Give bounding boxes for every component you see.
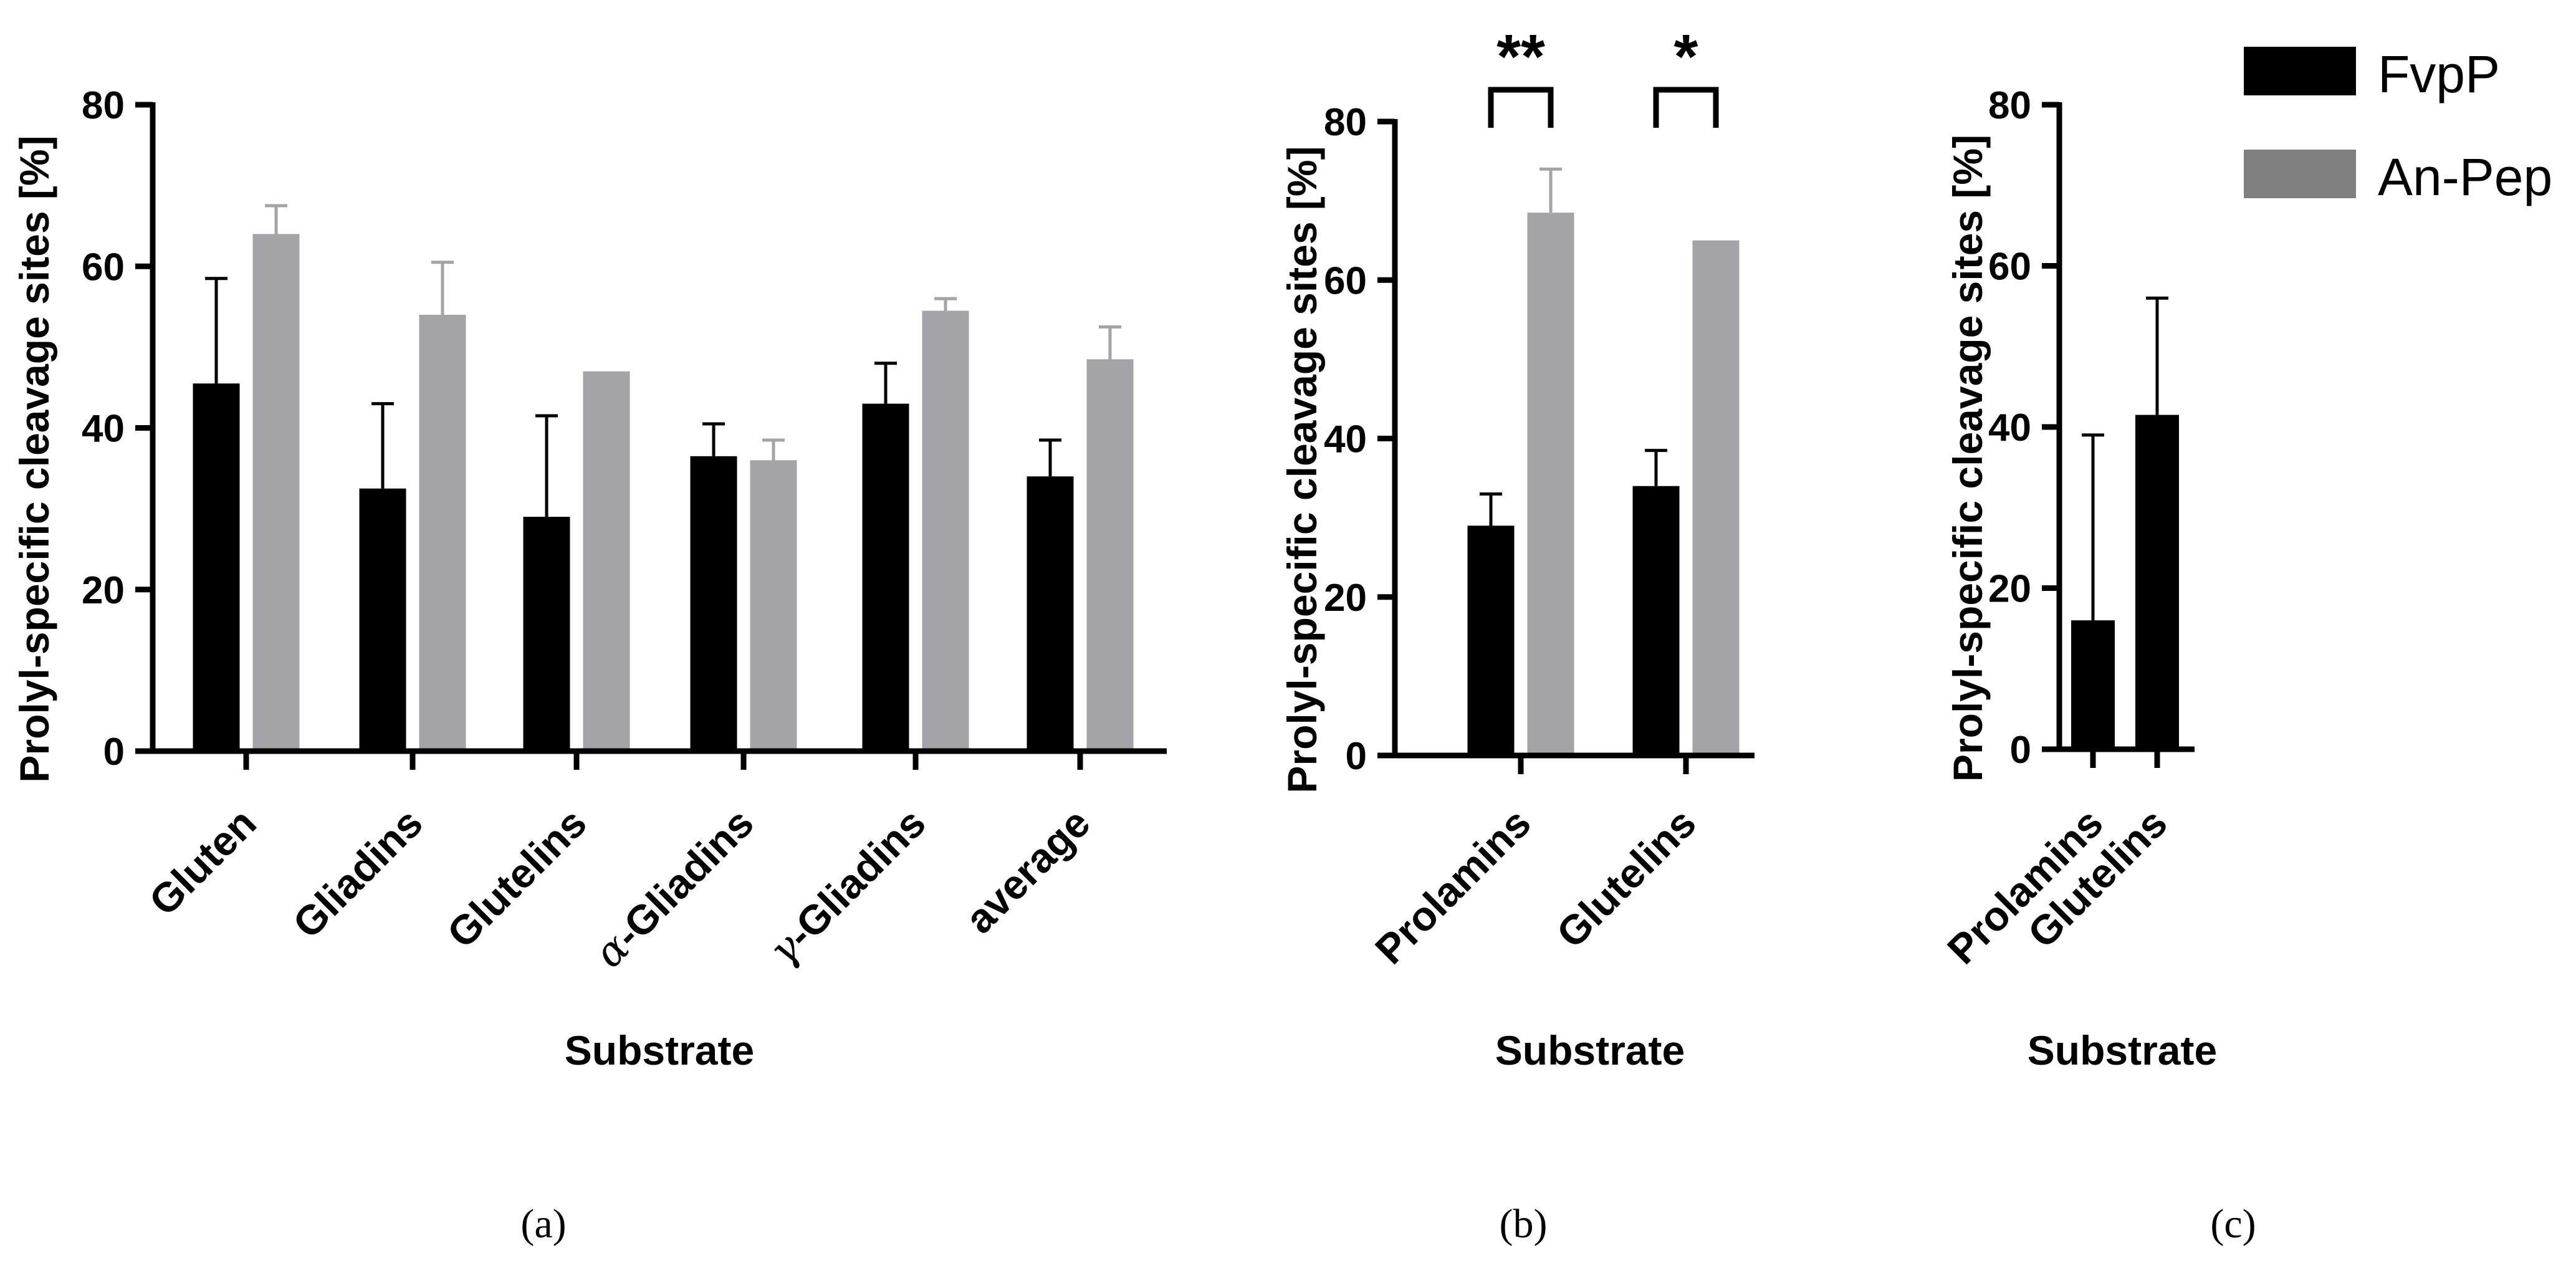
pc-bar-fvpp-glutelins <box>2135 415 2179 749</box>
panel-label-b: (b) <box>1500 1201 1548 1247</box>
pa-x-tick-label-alpha-gliadins: α-Gliadins <box>585 799 764 977</box>
pb-y-axis-title: Prolyl-specific cleavage sites [%] <box>1279 146 1325 793</box>
pa-bar-an-pep-gliadins <box>419 315 466 751</box>
pa-x-tick-label-gamma-gliadins: γ-Gliadins <box>759 799 935 975</box>
pa-bar-fvpp-gamma-gliadins <box>862 403 909 751</box>
pb-y-tick-label-0: 0 <box>1346 735 1367 778</box>
pa-x-axis-title: Substrate <box>565 1027 754 1073</box>
pa-error-bar-an-pep-gluten <box>265 204 287 234</box>
pa-error-bar-fvpp-glutelins <box>535 414 558 517</box>
pc-bar-fvpp-prolamins <box>2071 620 2115 749</box>
pb-error-bar-fvpp-prolamins <box>1480 492 1502 526</box>
pc-y-tick-label-40: 40 <box>1988 406 2031 449</box>
panel-a: 0 20 40 60 80 Gluten Gliadins Glutelinsα-Gliadi… <box>11 84 1167 1073</box>
panel-b: 0 20 40 60 80 Prolamins Glutelins Substrate Prol… <box>1279 22 1755 1073</box>
legend-label-an-pep: An-Pep <box>2378 148 2552 206</box>
pb-significance-bracket-glutelins <box>1653 87 1719 128</box>
pb-bar-fvpp-prolamins <box>1467 525 1515 755</box>
panel-label-c: (c) <box>2210 1201 2256 1247</box>
pa-error-bar-an-pep-gamma-gliadins <box>934 297 957 311</box>
pb-y-tick-label-80: 80 <box>1324 101 1367 144</box>
pa-y-tick-label-60: 60 <box>82 246 125 289</box>
pa-y-tick-label-80: 80 <box>82 84 125 127</box>
pa-x-tick-label-gliadins: Gliadins <box>284 800 431 947</box>
pa-bar-fvpp-alpha-gliadins <box>690 456 737 751</box>
pa-y-axis-title: Prolyl-specific cleavage sites [%] <box>11 135 57 782</box>
pa-bar-an-pep-glutelins <box>583 371 630 751</box>
pa-error-bar-fvpp-gamma-gliadins <box>874 362 897 404</box>
pb-x-tick-label-glutelins: Glutelins <box>1548 800 1705 957</box>
pa-y-tick-label-0: 0 <box>103 731 125 774</box>
pa-bar-an-pep-average <box>1086 359 1134 751</box>
pa-x-tick-label-glutelins: Glutelins <box>438 800 595 957</box>
pa-y-tick-label-40: 40 <box>82 408 125 451</box>
pa-error-bar-an-pep-average <box>1099 325 1121 360</box>
pa-bar-an-pep-gamma-gliadins <box>922 310 969 751</box>
pa-error-bar-fvpp-gliadins <box>371 402 394 489</box>
pb-bar-an-pep-glutelins <box>1692 240 1740 755</box>
pa-error-bar-fvpp-average <box>1039 438 1061 477</box>
pb-significance-label-glutelins: * <box>1674 22 1698 92</box>
legend-swatch-an-pep <box>2244 150 2356 198</box>
pb-y-tick-label-40: 40 <box>1324 418 1367 461</box>
pc-y-tick-label-20: 20 <box>1988 568 2031 611</box>
pa-bar-fvpp-gluten <box>193 383 240 751</box>
pa-bar-an-pep-alpha-gliadins <box>750 460 797 751</box>
legend-label-fvpp: FvpP <box>2378 45 2500 103</box>
pb-bar-fvpp-glutelins <box>1632 486 1680 755</box>
pb-significance-bracket-prolamins <box>1488 87 1554 128</box>
pb-bar-an-pep-prolamins <box>1527 213 1574 756</box>
pa-x-tick-label-gluten: Gluten <box>140 800 265 924</box>
pc-error-bar-fvpp-prolamins <box>2082 433 2104 621</box>
pc-error-bar-fvpp-glutelins <box>2146 296 2168 415</box>
pb-error-bar-an-pep-prolamins <box>1539 167 1562 213</box>
pa-error-bar-an-pep-gliadins <box>431 261 454 315</box>
pb-x-tick-label-prolamins: Prolamins <box>1366 800 1539 973</box>
pa-bar-fvpp-average <box>1027 476 1074 751</box>
pb-error-bar-fvpp-glutelins <box>1645 449 1667 486</box>
pa-bar-an-pep-gluten <box>252 234 300 751</box>
pa-y-tick-label-20: 20 <box>82 569 125 612</box>
pc-y-tick-label-80: 80 <box>1988 84 2031 127</box>
pc-y-axis-title: Prolyl-specific cleavage sites [%] <box>1945 135 1991 782</box>
pa-x-tick-label-average: average <box>956 800 1099 942</box>
pc-y-tick-label-0: 0 <box>2010 729 2031 772</box>
pc-y-tick-label-60: 60 <box>1988 246 2031 289</box>
pa-bar-fvpp-gliadins <box>359 488 406 751</box>
pc-x-axis-title: Substrate <box>2028 1027 2217 1073</box>
pa-error-bar-fvpp-alpha-gliadins <box>702 422 725 456</box>
pb-y-tick-label-60: 60 <box>1324 259 1367 302</box>
pa-error-bar-an-pep-alpha-gliadins <box>762 438 785 461</box>
pb-y-tick-label-20: 20 <box>1324 577 1367 620</box>
panel-c: 020406080ProlaminsGlutelinsSubstrateProl… <box>1938 84 2217 1073</box>
pa-error-bar-fvpp-gluten <box>205 277 227 384</box>
pb-significance-label-prolamins: ** <box>1496 22 1545 92</box>
panel-label-a: (a) <box>520 1201 566 1247</box>
pa-bar-fvpp-glutelins <box>523 517 570 751</box>
pb-x-axis-title: Substrate <box>1495 1027 1685 1073</box>
legend-swatch-fvpp <box>2244 47 2356 95</box>
legend: FvpP An-Pep <box>2244 45 2552 206</box>
